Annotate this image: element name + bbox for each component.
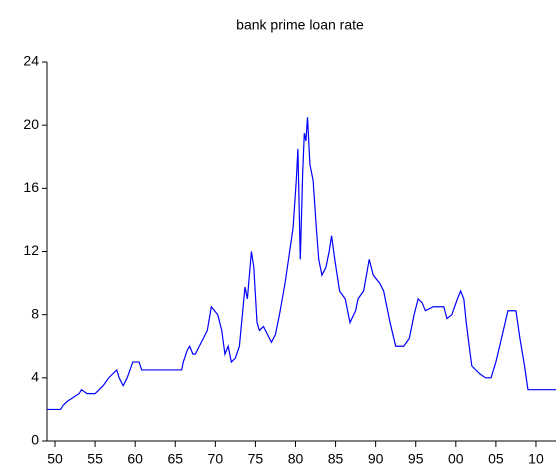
data-line [47, 117, 556, 411]
x-tick-label: 80 [288, 451, 304, 467]
x-tick-label: 70 [208, 451, 224, 467]
x-tick-label: 90 [368, 451, 384, 467]
x-tick-label: 60 [127, 451, 143, 467]
x-tick-label: 85 [328, 451, 344, 467]
y-tick-label: 8 [31, 305, 39, 321]
y-tick-label: 20 [23, 116, 39, 132]
x-tick-label: 00 [448, 451, 464, 467]
y-tick-label: 12 [23, 242, 39, 258]
x-tick-label: 55 [87, 451, 103, 467]
x-tick-label: 95 [408, 451, 424, 467]
y-tick-label: 0 [31, 432, 39, 448]
x-tick-label: 05 [488, 451, 504, 467]
y-tick-label: 4 [31, 369, 39, 385]
x-tick-label: 50 [47, 451, 63, 467]
x-tick-label: 10 [528, 451, 544, 467]
y-tick-label: 16 [23, 179, 39, 195]
x-tick-label: 65 [167, 451, 183, 467]
y-tick-label: 24 [23, 53, 39, 69]
x-tick-label: 75 [248, 451, 264, 467]
chart-title: bank prime loan rate [236, 17, 364, 33]
